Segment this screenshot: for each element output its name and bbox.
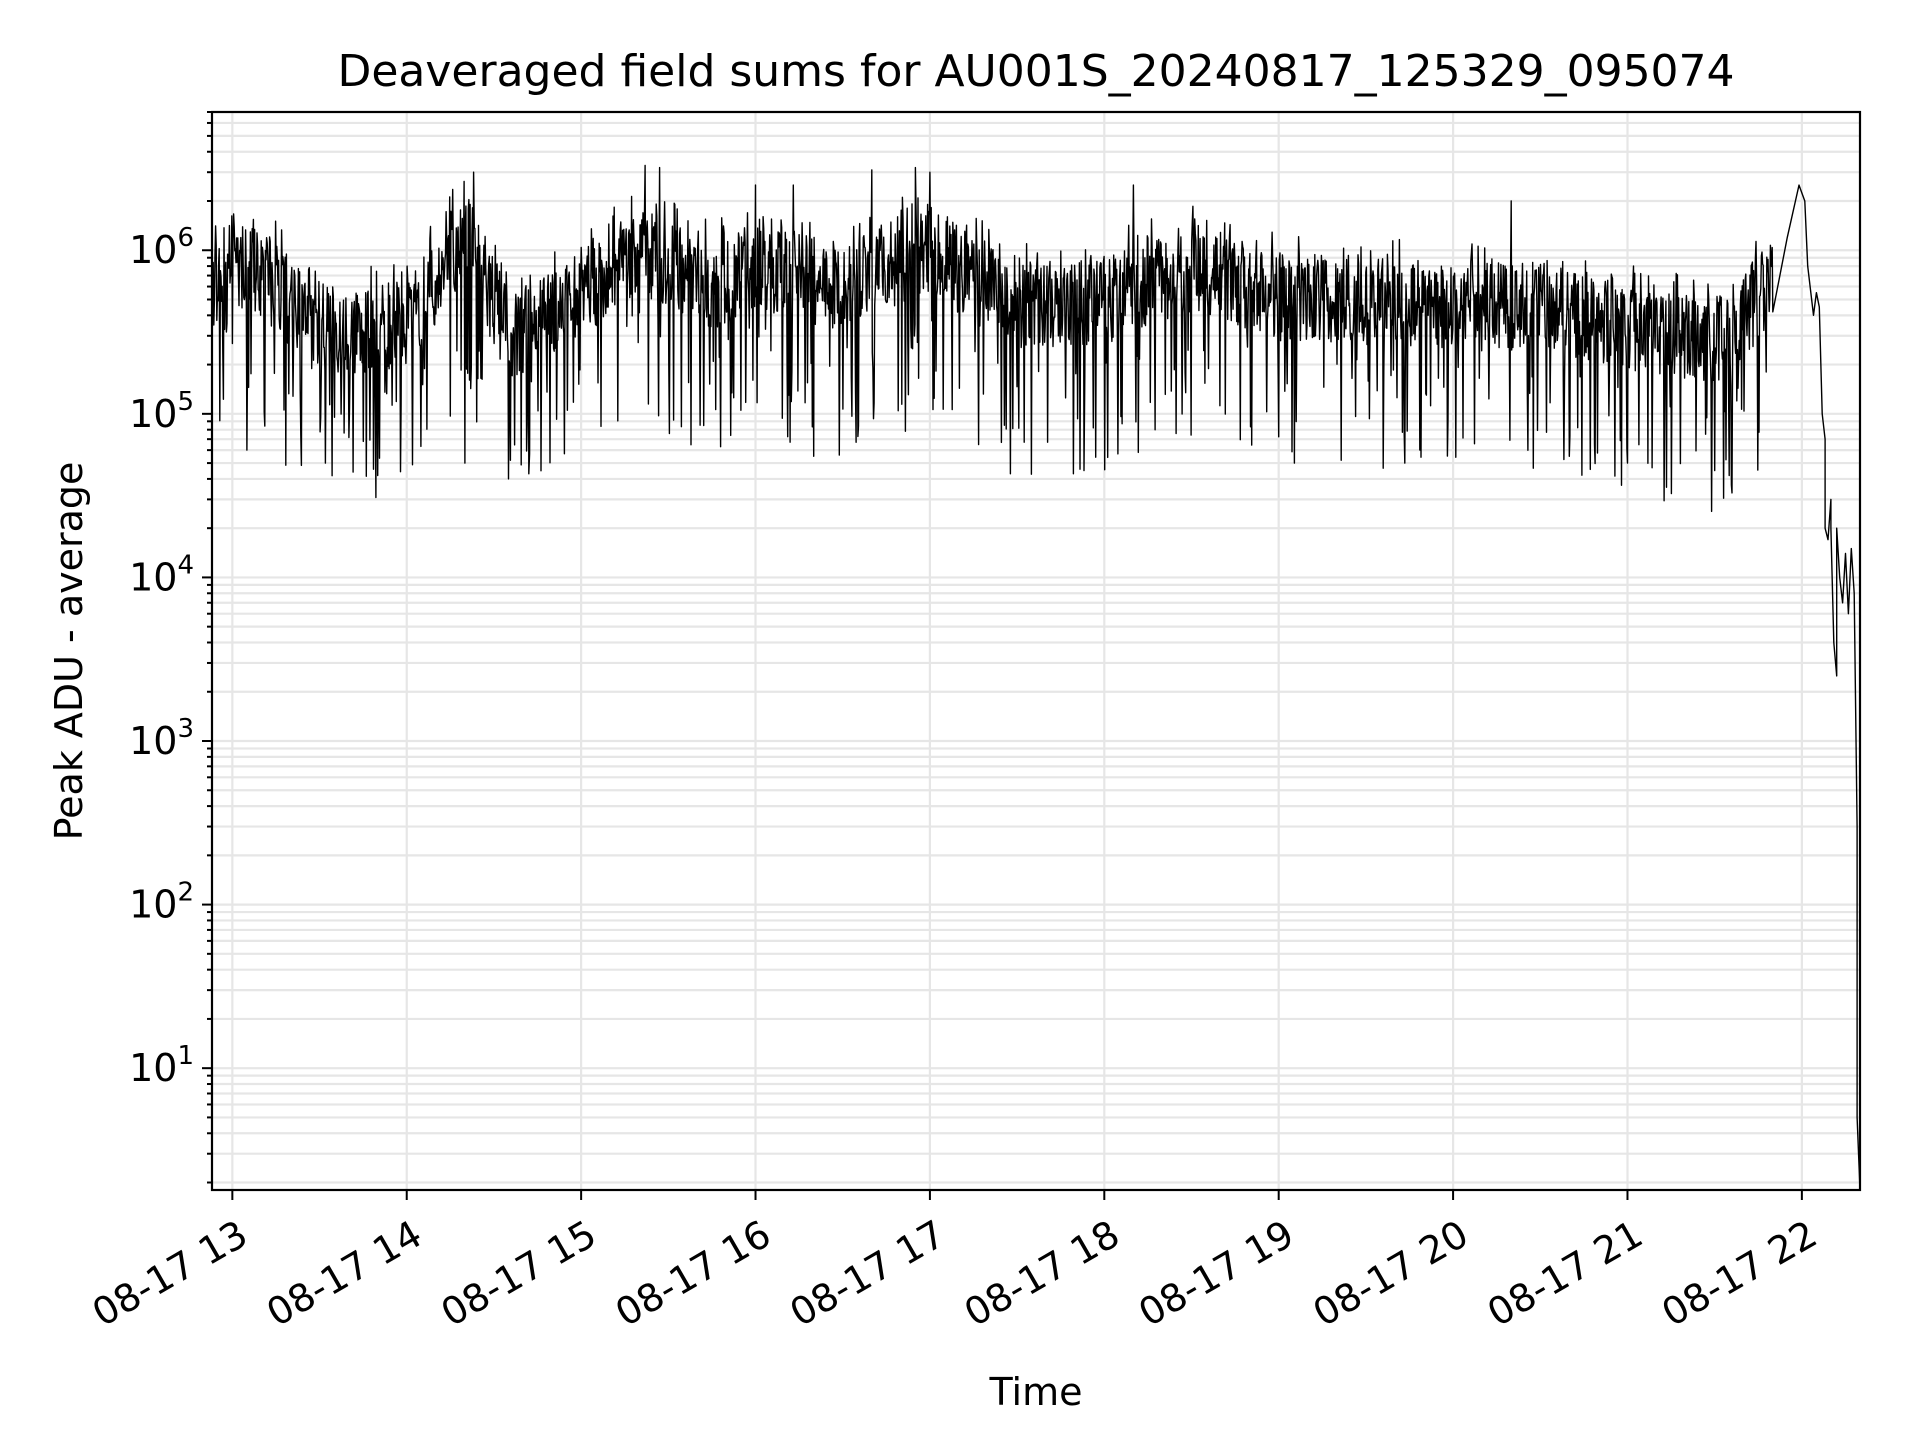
y-tick-label: 106 — [129, 223, 194, 272]
y-tick-label: 104 — [129, 550, 194, 599]
y-tick-label: 102 — [129, 878, 194, 927]
grid — [212, 110, 1860, 1190]
y-tick-label: 101 — [129, 1041, 194, 1090]
y-axis-label: Peak ADU - average — [47, 462, 91, 841]
y-tick-label: 105 — [129, 387, 194, 436]
plot-frame — [210, 110, 1862, 1192]
series-line — [211, 164, 1861, 1191]
y-tick-label: 103 — [129, 714, 194, 763]
series-layer — [211, 164, 1861, 1191]
chart-title: Deaveraged field sums for AU001S_2024081… — [337, 46, 1734, 97]
x-axis-label: Time — [989, 1370, 1083, 1414]
y-axis: 101 102 103 104 105 106 — [129, 111, 212, 1184]
